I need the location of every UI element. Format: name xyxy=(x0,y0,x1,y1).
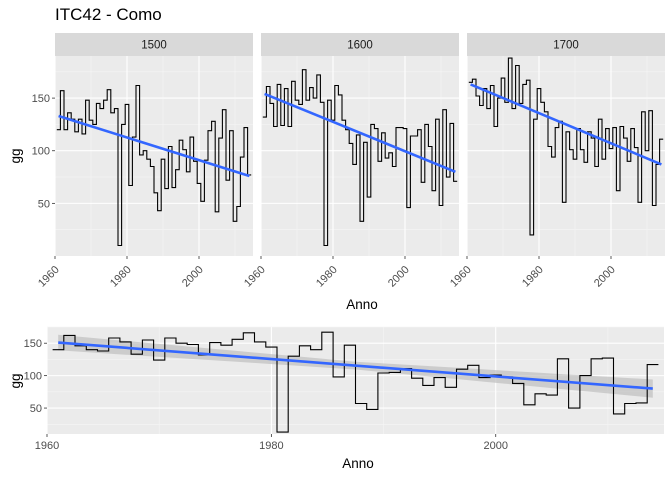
x-tick-label: 2000 xyxy=(180,264,206,290)
y-axis-title: gg xyxy=(8,148,23,163)
trend-line xyxy=(58,341,653,390)
x-axis-title: Anno xyxy=(346,297,378,312)
x-tick-label: 1960 xyxy=(36,264,62,290)
x-tick-label: 1980 xyxy=(314,264,340,290)
step-line xyxy=(52,331,659,433)
panel-background xyxy=(55,56,253,256)
y-tick-label: 50 xyxy=(38,198,50,210)
facet-strip xyxy=(467,33,665,56)
facet-strip-label: 1600 xyxy=(347,40,373,52)
trend-line xyxy=(470,83,662,166)
facet-panel-1500: 1500 50 100 150 1960 1980 2000 xyxy=(32,33,253,290)
facet-panels: 1500 50 100 150 1960 1980 2000 1600 1960 1980 2000… xyxy=(8,33,665,312)
x-tick-label: 1960 xyxy=(242,264,268,290)
y-tick-label: 50 xyxy=(30,403,42,415)
bottom-panel: 50 100 150 1960 1980 2000 Anno gg xyxy=(8,326,664,471)
trend-line xyxy=(264,92,456,173)
step-line xyxy=(468,57,664,236)
x-tick-label: 1980 xyxy=(520,264,546,290)
step-line xyxy=(262,69,458,247)
facet-panel-1600: 1600 1960 1980 2000 xyxy=(242,33,459,290)
facet-panel-1700: 1700 1960 1980 2000 xyxy=(448,33,665,290)
facet-strip-label: 1700 xyxy=(553,40,579,52)
y-tick-label: 150 xyxy=(32,93,50,105)
x-tick-label: 2000 xyxy=(386,264,412,290)
facet-strip-label: 1500 xyxy=(141,40,167,52)
x-tick-label: 2000 xyxy=(592,264,618,290)
chart-title: ITC42 - Como xyxy=(55,5,162,24)
x-axis-title: Anno xyxy=(342,456,374,471)
x-tick-label: 1960 xyxy=(448,264,474,290)
x-tick-label: 1980 xyxy=(259,440,283,452)
x-tick-label: 2000 xyxy=(483,440,507,452)
y-tick-label: 100 xyxy=(24,371,42,383)
x-tick-label: 1980 xyxy=(108,264,134,290)
y-tick-label: 150 xyxy=(24,338,42,350)
y-tick-label: 100 xyxy=(32,146,50,158)
y-axis-title: gg xyxy=(8,373,23,388)
x-tick-label: 1960 xyxy=(35,440,59,452)
trend-line xyxy=(58,114,250,178)
facet-strip xyxy=(261,33,459,56)
step-line xyxy=(56,84,252,247)
facet-strip xyxy=(55,33,253,56)
